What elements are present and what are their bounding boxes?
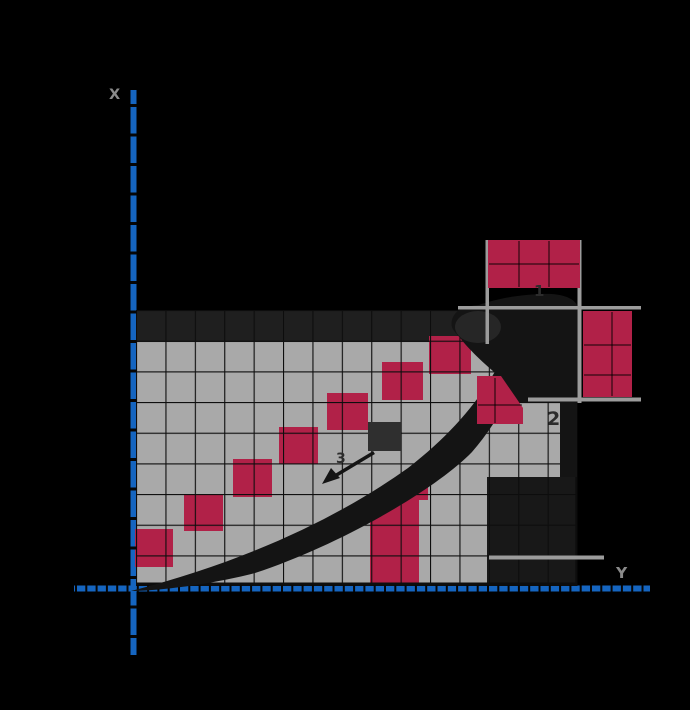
y-axis-line <box>74 585 650 592</box>
red-rect-2 <box>583 311 632 397</box>
marker-3-label: 3 <box>336 451 346 467</box>
gray-line-bottom <box>489 555 604 560</box>
y-axis-label: Y <box>615 564 628 582</box>
gray-dropline-right <box>577 240 582 403</box>
grid-bottom-border <box>136 582 577 586</box>
red-rect-1 <box>488 240 580 288</box>
marker-1-label: 1 <box>534 282 544 300</box>
curve-knot <box>455 311 501 343</box>
curve-swoosh <box>131 325 527 591</box>
gray-line-mid <box>528 397 641 402</box>
marker-2-label: 2 <box>547 408 560 430</box>
dark-square <box>368 422 401 451</box>
x-axis-label: X <box>109 87 120 103</box>
arrow-3-icon <box>322 450 375 484</box>
red-pentagon <box>477 376 523 424</box>
gray-line-top <box>458 306 641 310</box>
gray-dropline-left <box>485 240 489 344</box>
